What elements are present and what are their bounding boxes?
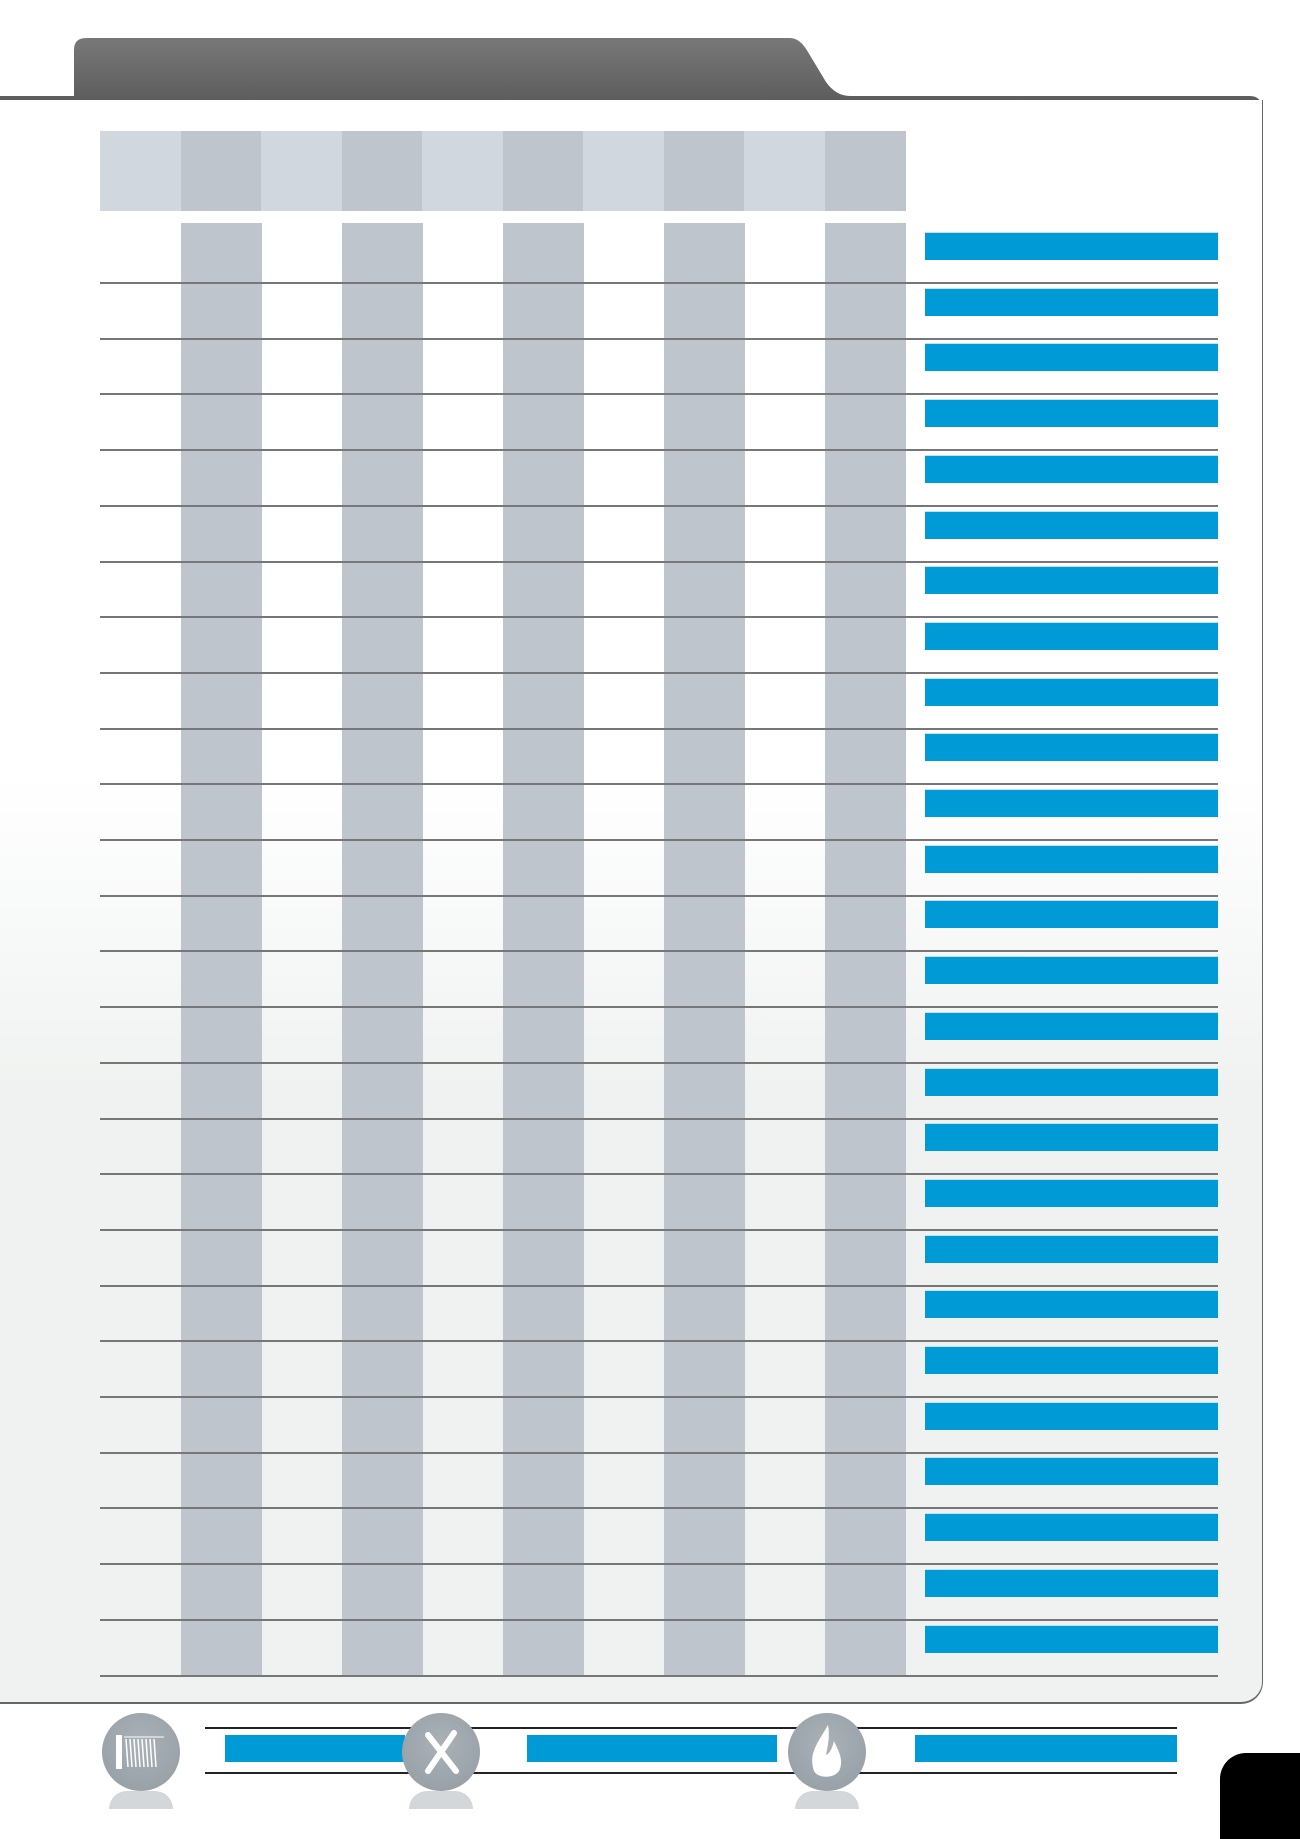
table-column <box>502 223 584 1675</box>
row-label-bar <box>925 677 1218 706</box>
row-label-bar <box>925 399 1218 428</box>
row-divider <box>100 950 1218 953</box>
row-divider <box>100 337 1218 340</box>
row-label-bar <box>925 900 1218 929</box>
row-divider <box>100 393 1218 396</box>
icon-reflection <box>409 1791 473 1809</box>
header-cell <box>261 131 342 211</box>
row-divider <box>100 449 1218 452</box>
row-label-bar <box>925 1011 1218 1040</box>
table-column <box>824 223 906 1675</box>
icon-reflection <box>795 1791 859 1809</box>
row-label-bar <box>925 1234 1218 1263</box>
row-label-bar <box>925 956 1218 985</box>
header-cell <box>663 131 745 211</box>
header-cell <box>502 131 584 211</box>
row-label-bar <box>925 1290 1218 1319</box>
footer-line <box>205 1727 1177 1729</box>
row-divider <box>100 1451 1218 1454</box>
table-column <box>180 223 262 1675</box>
row-divider <box>100 1563 1218 1566</box>
header-cell <box>744 131 825 211</box>
row-divider <box>100 1340 1218 1343</box>
header-cell <box>100 131 181 211</box>
row-label-bar <box>925 343 1218 372</box>
row-label-bar <box>925 1624 1218 1653</box>
row-label-bar <box>925 510 1218 539</box>
row-divider <box>100 1228 1218 1231</box>
header-cell <box>824 131 906 211</box>
row-label-bar <box>925 733 1218 762</box>
tools-icon <box>402 1713 480 1791</box>
footer-line <box>205 1772 1177 1774</box>
row-divider <box>100 1396 1218 1398</box>
row-divider <box>100 671 1218 674</box>
row-divider <box>100 1117 1218 1120</box>
header-bar <box>0 38 1262 119</box>
row-divider <box>100 1061 1218 1064</box>
row-divider <box>100 1006 1218 1009</box>
footer-label-bar <box>915 1735 1177 1762</box>
table-column <box>663 223 745 1675</box>
row-divider <box>100 282 1218 284</box>
row-label-bar <box>925 1178 1218 1207</box>
row-label-bar <box>925 1457 1218 1486</box>
row-divider <box>100 1507 1218 1510</box>
row-label-bar <box>925 566 1218 595</box>
table-column <box>341 223 423 1675</box>
row-divider <box>100 783 1218 786</box>
header-cell <box>422 131 503 211</box>
row-divider <box>100 839 1218 841</box>
header-cell <box>180 131 262 211</box>
row-divider <box>100 616 1218 619</box>
icon-reflection <box>109 1791 173 1809</box>
row-label-bar <box>925 789 1218 817</box>
row-label-bar <box>925 1568 1218 1597</box>
coil-spring-icon <box>102 1713 180 1791</box>
header-cell <box>341 131 423 211</box>
row-label-bar <box>925 1346 1218 1374</box>
footer-label-bar <box>527 1735 777 1762</box>
row-divider <box>100 1173 1218 1176</box>
row-label-bar <box>925 844 1218 873</box>
row-divider <box>100 1284 1218 1287</box>
row-divider <box>100 560 1218 563</box>
row-label-bar <box>925 621 1218 650</box>
header-cell <box>583 131 664 211</box>
flame-icon <box>788 1713 866 1791</box>
row-divider <box>100 727 1218 730</box>
row-label-bar <box>925 454 1218 483</box>
row-label-bar <box>925 1123 1218 1152</box>
row-divider <box>100 1618 1218 1621</box>
row-label-bar <box>925 1513 1218 1542</box>
row-label-bar <box>925 287 1218 316</box>
page-number-tab <box>1220 1753 1300 1839</box>
row-label-bar <box>925 232 1218 260</box>
row-label-bar <box>925 1401 1218 1430</box>
row-divider <box>100 1674 1218 1677</box>
footer-label-bar <box>225 1735 405 1762</box>
row-label-bar <box>925 1067 1218 1096</box>
row-divider <box>100 504 1218 507</box>
row-divider <box>100 894 1218 897</box>
